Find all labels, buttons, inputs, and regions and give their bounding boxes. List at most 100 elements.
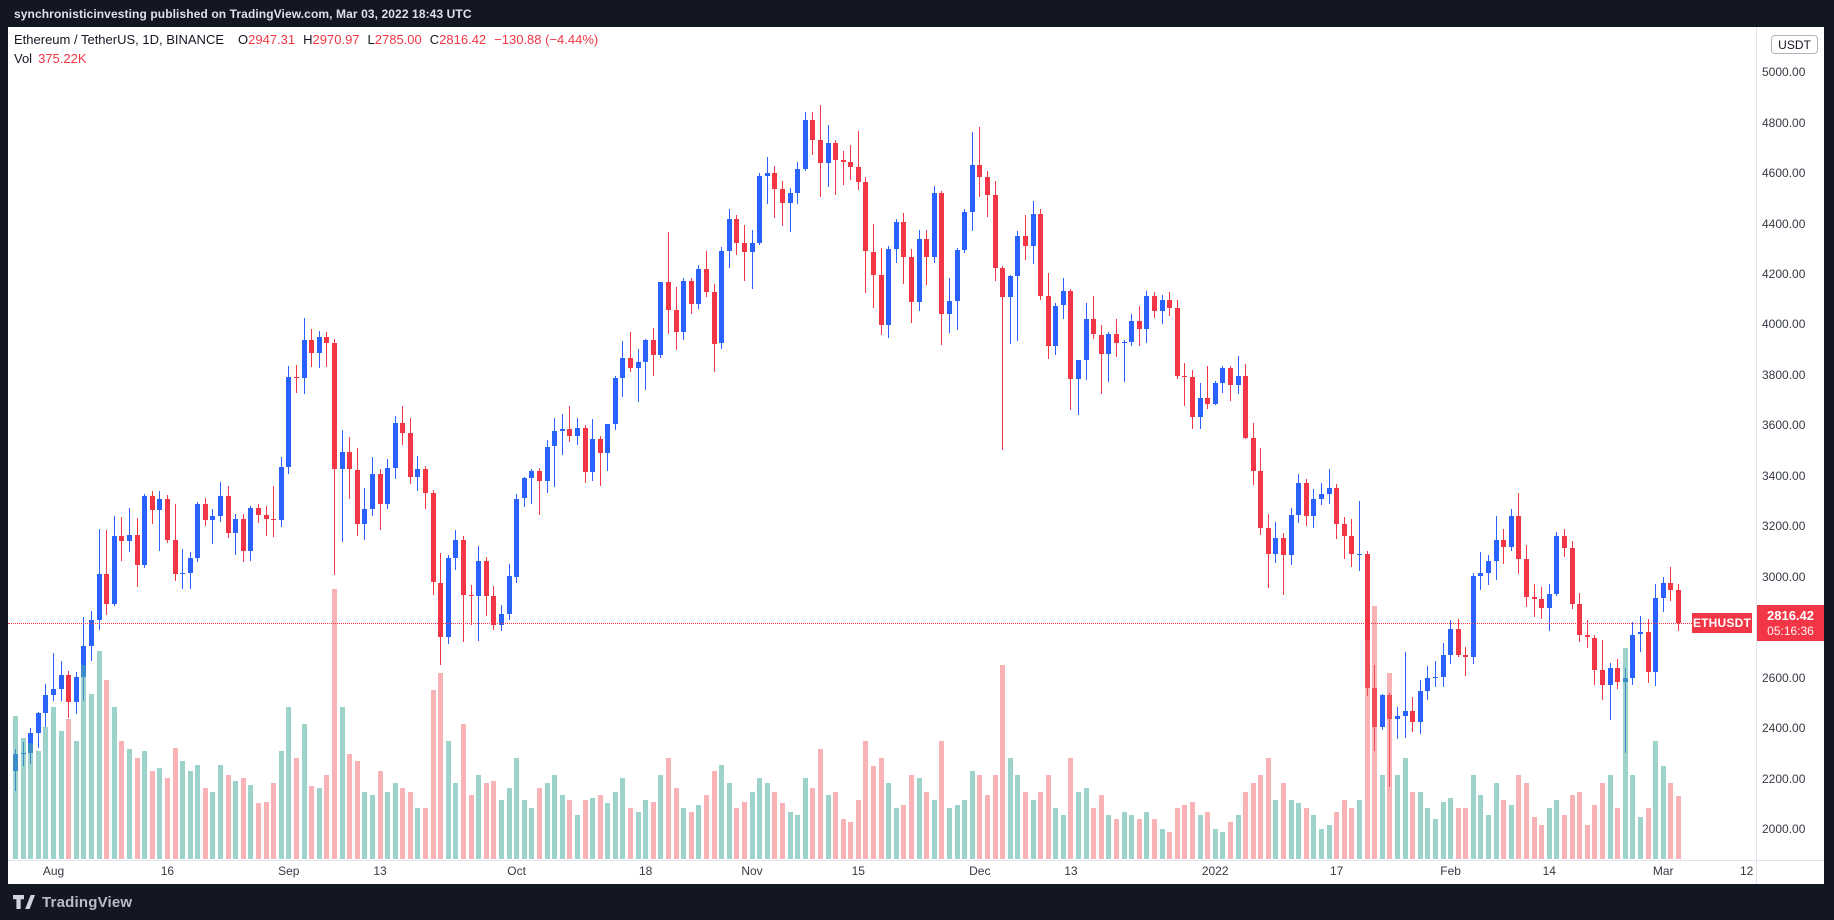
ohlc-close: C2816.42 [429,32,487,47]
volume-bar [1599,783,1605,859]
candle-wick [265,505,267,536]
candle-wick [1017,230,1019,341]
candle-body [347,452,353,470]
volume-bar [271,783,277,859]
volume-bar [962,799,968,859]
candle-body [878,274,884,326]
volume-bar [1410,791,1416,859]
candle-body [848,161,854,168]
candle-body [369,474,375,509]
candle-body [1083,319,1089,361]
volume-bar [779,803,785,859]
candle-wick [599,436,601,487]
volume-bar [240,778,246,859]
candle-body [149,495,155,511]
candle-body [1463,655,1469,657]
volume-bar [544,783,550,859]
candle-body [764,173,770,176]
candle-body [1045,296,1051,347]
candle-wick [470,585,472,625]
candle-body [491,595,497,626]
candle-body [1562,535,1567,549]
candle-body [263,515,269,520]
candle-body [726,219,732,252]
volume-bar [339,707,345,859]
candle-body [901,221,907,257]
volume-bar [590,798,596,860]
time-tick-label: Aug [42,864,65,878]
volume-bar [347,754,353,859]
volume-bar [1326,825,1332,860]
candle-body [1197,397,1203,418]
volume-bar [1653,740,1659,859]
volume-bar [969,771,975,860]
candle-body [1129,320,1135,342]
volume-bar [1349,808,1355,859]
price-tick-label: 2000.00 [1762,822,1806,836]
tradingview-logo[interactable]: TradingView [0,894,132,911]
candle-body [1121,342,1127,344]
candle-body [187,557,193,573]
volume-bar [157,767,163,859]
volume-bar [1273,799,1279,859]
candle-body [1326,488,1332,494]
volume-bar [369,794,375,859]
volume-bar [309,786,315,859]
volume-bar [1448,798,1454,860]
candle-body [1114,334,1119,344]
volume-bar [126,749,132,859]
volume-bar [559,794,565,859]
volume-bar [1562,815,1567,859]
volume-bar [1212,828,1218,859]
candle-body [962,212,968,250]
candle-body [210,515,216,520]
volume-bar [1402,757,1408,860]
volume-bar [1159,828,1165,859]
candle-body [704,268,709,292]
time-tick-label: 16 [160,864,175,878]
candle-body [73,677,79,702]
candle-wick [106,530,108,615]
volume-bar [1015,774,1021,859]
candle-wick [1480,552,1482,590]
volume-bar [180,761,185,859]
volume-bar [1250,783,1256,859]
volume-bar [88,693,94,859]
volume-bar [764,783,770,859]
candle-body [1303,483,1309,517]
candle-body [840,160,846,162]
candle-wick [979,127,981,198]
currency-toggle-button[interactable]: USDT [1771,35,1818,54]
price-tick-label: 2600.00 [1762,670,1806,685]
candle-body [111,535,117,605]
candle-wick [1601,640,1603,701]
candle-body [66,675,72,702]
candle-wick [1184,363,1186,407]
candle-body [1569,548,1575,604]
candle-body [377,474,383,505]
candle-body [1334,488,1340,524]
volume-bar [301,724,307,859]
volume-bar [1076,791,1081,859]
candle-body [301,339,307,379]
volume-bar [1622,648,1628,859]
volume-bar [666,757,671,860]
candle-body [1455,628,1461,656]
candle-body [1349,535,1355,555]
volume-bar [840,818,846,859]
volume-bar [946,808,952,859]
candle-body [1645,631,1651,673]
volume-bar [104,680,110,859]
candle-body [612,377,618,425]
time-tick-label: Sep [278,864,300,878]
volume-bar [1174,808,1180,859]
candle-wick [531,468,533,504]
volume-bar [1531,816,1537,859]
candle-body [1030,213,1036,247]
candle-body [886,249,892,326]
volume-bar [954,805,960,859]
